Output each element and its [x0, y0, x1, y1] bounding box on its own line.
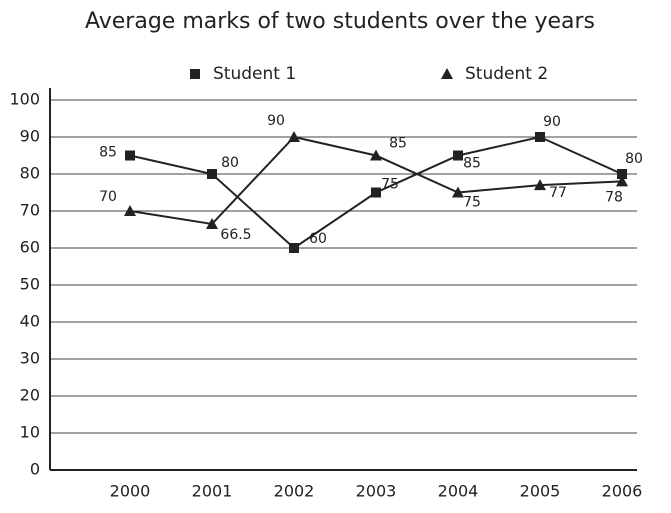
y-tick-label: 90 [20, 127, 40, 146]
y-tick-label: 20 [20, 386, 40, 405]
data-point [207, 169, 217, 179]
data-label: 80 [221, 155, 239, 171]
y-tick-label: 100 [9, 90, 40, 109]
x-tick-label: 2005 [520, 482, 561, 501]
x-tick-label: 2004 [438, 482, 479, 501]
x-tick-label: 2003 [356, 482, 397, 501]
data-label: 80 [625, 151, 643, 167]
y-tick-label: 60 [20, 238, 40, 257]
data-point [535, 132, 545, 142]
x-tick-label: 2000 [110, 482, 151, 501]
data-point [289, 243, 299, 253]
data-label: 90 [267, 113, 285, 129]
data-point [534, 179, 546, 191]
data-point [125, 150, 135, 161]
data-label: 85 [389, 136, 407, 152]
legend-marker [441, 68, 453, 79]
data-label: 85 [463, 156, 481, 172]
data-label: 85 [99, 145, 117, 161]
data-point [288, 131, 300, 142]
data-point [206, 217, 218, 229]
legend-label: Student 1 [213, 64, 296, 84]
y-tick-label: 0 [30, 460, 40, 479]
x-tick-label: 2006 [602, 482, 643, 501]
data-label: 70 [99, 189, 117, 205]
y-tick-label: 30 [20, 349, 40, 368]
legend-marker [190, 69, 200, 79]
data-label: 78 [605, 189, 623, 205]
data-label: 90 [543, 114, 561, 130]
y-tick-label: 80 [20, 164, 40, 183]
data-label: 60 [309, 231, 327, 247]
data-label: 75 [463, 195, 481, 211]
data-label: 75 [381, 177, 399, 193]
x-tick-label: 2002 [274, 482, 315, 501]
y-tick-label: 70 [20, 201, 40, 220]
y-tick-label: 10 [20, 423, 40, 442]
data-point [371, 187, 381, 198]
y-tick-label: 40 [20, 312, 40, 331]
data-point [453, 150, 463, 161]
data-label: 66.5 [220, 227, 251, 243]
legend-label: Student 2 [465, 64, 548, 84]
y-tick-label: 50 [20, 275, 40, 294]
x-tick-label: 2001 [192, 482, 233, 501]
data-point [452, 186, 464, 198]
chart-title: Average marks of two students over the y… [85, 9, 595, 34]
data-point [124, 205, 136, 216]
data-point [616, 175, 628, 187]
data-point [617, 169, 627, 179]
data-label: 77 [549, 185, 567, 201]
data-point [370, 149, 382, 161]
